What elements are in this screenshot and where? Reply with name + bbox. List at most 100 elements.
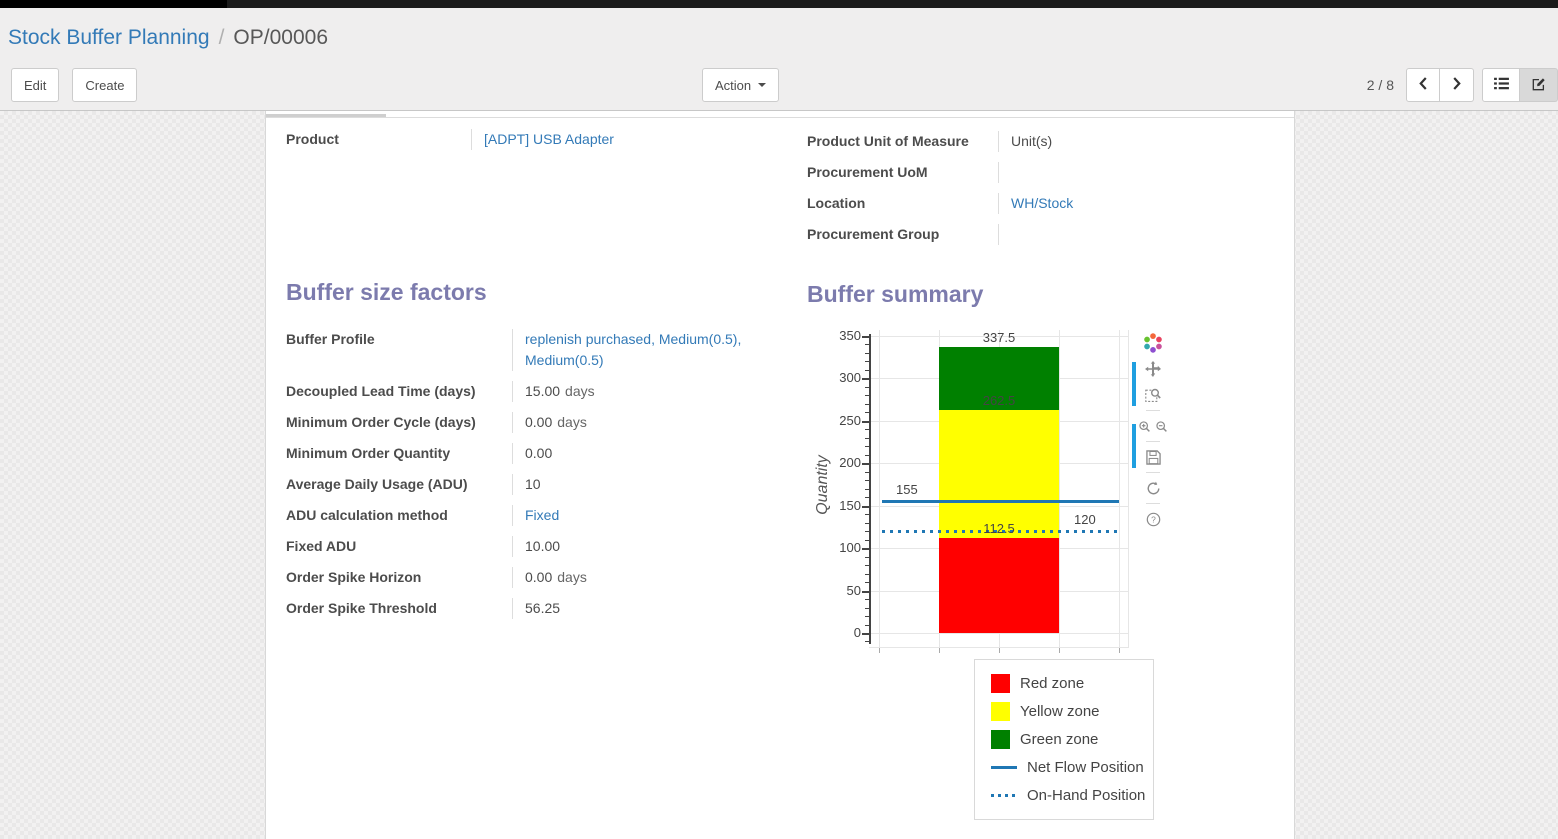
chart-x-tick xyxy=(1059,648,1060,653)
chart-y-tick xyxy=(865,386,869,388)
field-value: WH/Stock xyxy=(998,193,1293,214)
legend-label: Net Flow Position xyxy=(1027,758,1144,776)
chart-y-tick xyxy=(865,531,869,533)
action-dropdown-button[interactable]: Action xyxy=(702,68,780,102)
field-value xyxy=(998,162,1293,183)
legend-item[interactable]: On-Hand Position xyxy=(975,781,1153,809)
legend-label: Green zone xyxy=(1020,730,1099,748)
procurement-field-group: Product Unit of Measure Unit(s) Procuremen… xyxy=(807,126,1293,250)
caret-down-icon xyxy=(758,83,767,87)
help-icon[interactable]: ? xyxy=(1141,508,1165,530)
form-sheet: Product [ADPT] USB Adapter Product Unit o… xyxy=(265,111,1295,839)
field-value: Fixed xyxy=(512,505,776,526)
chart-line xyxy=(882,500,1119,504)
field-label: Product xyxy=(286,131,339,147)
field-value-link[interactable]: [ADPT] USB Adapter xyxy=(484,131,614,147)
chart-y-tick xyxy=(862,590,869,593)
field-row: Order Spike Horizon 0.00 days xyxy=(286,562,776,593)
zoom-out-icon[interactable] xyxy=(1154,415,1170,437)
field-value-link[interactable]: replenish purchased, Medium(0.5), Medium… xyxy=(525,331,742,368)
list-view-button[interactable] xyxy=(1482,68,1520,102)
chart-y-tick xyxy=(865,403,869,405)
field-value-text: 10.00 xyxy=(525,538,561,554)
chart-zone-boundary-label: 112.5 xyxy=(983,520,1015,536)
legend-item[interactable]: Red zone xyxy=(975,669,1153,697)
field-value-link[interactable]: WH/Stock xyxy=(1011,195,1074,211)
chart-x-tick xyxy=(999,648,1000,653)
field-row: Procurement UoM xyxy=(807,157,1293,188)
field-value: [ADPT] USB Adapter xyxy=(471,129,776,150)
chart-line-value-label: 120 xyxy=(1074,512,1096,528)
chart-zone-bar[interactable] xyxy=(939,537,1059,633)
chart-y-tick xyxy=(865,446,869,448)
chart-line xyxy=(882,530,1119,534)
create-button[interactable]: Create xyxy=(72,68,138,102)
field-label: Procurement Group xyxy=(807,226,940,242)
field-value-text: 0.00 xyxy=(525,569,553,585)
chart-zone-bar[interactable] xyxy=(939,410,1059,538)
field-value xyxy=(998,224,1293,245)
pager-next-button[interactable] xyxy=(1440,68,1474,102)
edit-button[interactable]: Edit xyxy=(11,68,60,102)
pager-value[interactable]: 2 / 8 xyxy=(1366,77,1394,93)
chart-y-tick xyxy=(865,497,869,499)
field-row: Product Unit of Measure Unit(s) xyxy=(807,126,1293,157)
field-row: Buffer Profile replenish purchased, Mediu… xyxy=(286,324,776,376)
chart-y-tick xyxy=(865,573,869,575)
chart-y-tick xyxy=(865,344,869,346)
pan-icon[interactable] xyxy=(1141,358,1165,380)
legend-item[interactable]: Green zone xyxy=(975,725,1153,753)
plotly-logo-icon[interactable] xyxy=(1141,332,1165,354)
field-suffix: days xyxy=(565,383,595,399)
field-label: Minimum Order Cycle (days) xyxy=(286,414,476,430)
chart-y-tick xyxy=(865,412,869,414)
svg-text:?: ? xyxy=(1151,514,1156,524)
field-label: Buffer Profile xyxy=(286,331,375,347)
field-row: Order Spike Threshold 56.25 xyxy=(286,593,776,624)
field-label: Minimum Order Quantity xyxy=(286,445,451,461)
chart-y-axis xyxy=(869,334,871,644)
field-row: Fixed ADU 10.00 xyxy=(286,531,776,562)
zoom-in-icon[interactable] xyxy=(1137,415,1153,437)
field-value: 0.00 days xyxy=(512,412,776,433)
legend-item[interactable]: Net Flow Position xyxy=(975,753,1153,781)
field-row: Product [ADPT] USB Adapter xyxy=(286,124,776,155)
box-zoom-icon[interactable] xyxy=(1141,384,1165,406)
field-label: Location xyxy=(807,195,866,211)
buffer-summary-title: Buffer summary xyxy=(807,281,984,307)
field-value-text: 0.00 xyxy=(525,414,553,430)
chart-zone-bar[interactable] xyxy=(939,346,1059,411)
field-value: 0.00 xyxy=(512,443,776,464)
modebar-separator xyxy=(1146,410,1160,411)
chart-y-tick xyxy=(862,378,869,381)
chart-y-tick xyxy=(865,471,869,473)
chart-zone-boundary-label: 262.5 xyxy=(982,393,1016,409)
chart-y-tick xyxy=(865,599,869,601)
field-value: 10 xyxy=(512,474,776,495)
save-icon[interactable] xyxy=(1141,446,1165,468)
legend-swatch-square xyxy=(991,729,1010,749)
chart-line-value-label: 155 xyxy=(896,482,918,498)
chart-y-tick xyxy=(862,548,869,551)
breadcrumb-parent-link[interactable]: Stock Buffer Planning xyxy=(8,26,210,49)
field-row: Procurement Group xyxy=(807,219,1293,250)
legend-item[interactable]: Yellow zone xyxy=(975,697,1153,725)
field-row: Average Daily Usage (ADU) 10 xyxy=(286,469,776,500)
form-edit-icon xyxy=(1532,77,1546,94)
chart-y-tick-label: 150 xyxy=(839,497,861,513)
modebar-row xyxy=(1137,332,1169,354)
chart-y-tick xyxy=(865,352,869,354)
chart-x-tick xyxy=(939,648,940,653)
field-value-link[interactable]: Fixed xyxy=(525,507,560,523)
pager-previous-button[interactable] xyxy=(1406,68,1440,102)
chart-x-tick xyxy=(879,648,880,653)
chart-y-tick xyxy=(865,539,869,541)
chevron-right-icon xyxy=(1451,77,1462,93)
chart-y-tick-label: 100 xyxy=(839,540,861,556)
form-view-button[interactable] xyxy=(1520,68,1558,102)
reset-icon[interactable] xyxy=(1141,477,1165,499)
chart-y-tick xyxy=(862,633,869,635)
chart-y-tick xyxy=(865,480,869,482)
breadcrumb: Stock Buffer Planning / OP/00006 xyxy=(8,26,328,50)
control-panel: Stock Buffer Planning / OP/00006 Edit Crea… xyxy=(0,8,1558,111)
